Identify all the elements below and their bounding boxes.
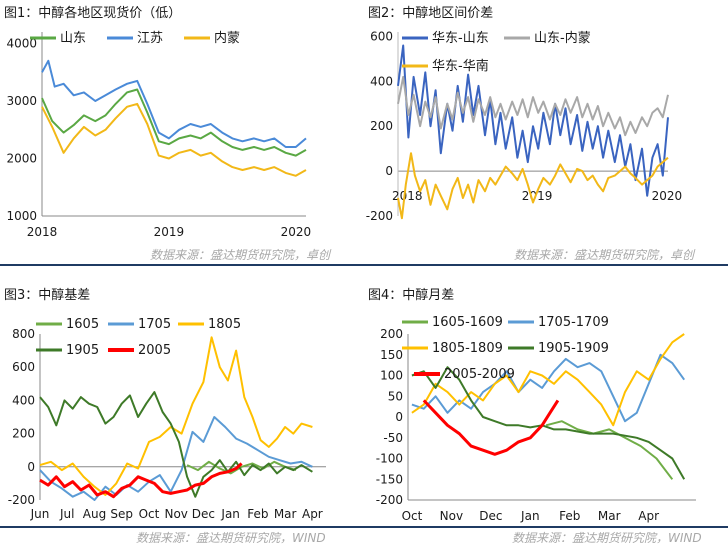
series-line-1905-1909 xyxy=(411,366,686,480)
series-line-series xyxy=(41,59,307,148)
x-tick-label: 2018 xyxy=(27,225,58,239)
y-tick-label: 200 xyxy=(370,119,393,133)
x-tick-label: Oct xyxy=(402,509,423,523)
legend-label: 1805-1809 xyxy=(432,341,503,356)
x-tick-label: Nov xyxy=(440,509,463,523)
series-line-1705 xyxy=(39,416,313,501)
x-tick-label: Mar xyxy=(274,507,297,521)
series-line-series xyxy=(397,75,669,137)
panel-2-title: 图2：中醇地区间价差 xyxy=(368,6,494,21)
y-tick-label: 4000 xyxy=(6,37,37,51)
x-tick-label: Jun xyxy=(30,507,50,521)
legend-label: 1905 xyxy=(66,343,99,358)
legend-label: 1705-1709 xyxy=(538,315,609,330)
x-tick-label: Feb xyxy=(559,509,580,523)
x-tick-label: Jul xyxy=(59,507,74,521)
x-tick-label: 2020 xyxy=(652,189,683,203)
legend-label: 内蒙 xyxy=(214,30,240,46)
series-line-2005-2009 xyxy=(422,399,560,456)
series-line-1705-1709 xyxy=(411,353,686,423)
series-line-1905 xyxy=(39,391,313,498)
legend-label: 1805 xyxy=(208,317,241,332)
panel-1-title: 图1：中醇各地区现货价（低） xyxy=(4,6,182,21)
chart-spot-price: 1000 2000 3000 4000 2018 2019 2020 山东 江苏 内蒙 xyxy=(6,30,312,239)
series-line-series xyxy=(397,152,669,220)
y-tick-label: -200 xyxy=(366,209,393,223)
legend-label: 华东-山东 xyxy=(432,31,489,46)
x-tick-label: Jan xyxy=(220,507,240,521)
panel-2-source: 数据来源：盛达期货研究院，卓创 xyxy=(514,248,695,262)
y-tick-label: -200 xyxy=(8,493,35,507)
series-line-1605 xyxy=(186,460,297,475)
y-tick-label: 600 xyxy=(12,360,35,374)
series-line-2005 xyxy=(39,462,243,499)
legend-label: 1605 xyxy=(66,317,99,332)
y-tick-label: 0 xyxy=(395,410,403,424)
y-tick-label: 800 xyxy=(12,327,35,341)
legend-label: 江苏 xyxy=(137,30,163,46)
y-tick-label: 200 xyxy=(380,327,403,341)
y-tick-label: -50 xyxy=(383,431,403,445)
y-tick-label: 200 xyxy=(12,427,35,441)
y-tick-label: 0 xyxy=(385,164,393,178)
y-tick-label: 150 xyxy=(380,348,403,362)
x-tick-label: Jan xyxy=(520,509,540,523)
y-tick-label: 400 xyxy=(12,393,35,407)
legend-label: 1605-1609 xyxy=(432,315,503,330)
x-tick-label: 2019 xyxy=(154,225,185,239)
y-tick-label: 0 xyxy=(27,460,35,474)
legend-label: 1905-1909 xyxy=(538,341,609,356)
panel-3-source: 数据来源：盛达期货研究院，WIND xyxy=(136,531,326,545)
y-tick-label: 600 xyxy=(370,29,393,43)
x-tick-label: Oct xyxy=(139,507,160,521)
x-tick-label: Mar xyxy=(598,509,621,523)
legend-label: 2005 xyxy=(138,343,171,358)
y-tick-label: 3000 xyxy=(6,94,37,108)
x-tick-label: Apr xyxy=(638,509,659,523)
x-tick-label: Feb xyxy=(247,507,268,521)
series-line-1805-1809 xyxy=(411,333,685,427)
x-tick-label: 2018 xyxy=(392,189,423,203)
y-tick-label: -100 xyxy=(376,452,403,466)
x-tick-label: Dec xyxy=(479,509,502,523)
y-tick-label: 2000 xyxy=(6,152,37,166)
y-tick-label: 100 xyxy=(380,369,403,383)
legend-label: 华东-华南 xyxy=(432,58,489,74)
y-tick-label: 400 xyxy=(370,74,393,88)
legend-label: 山东 xyxy=(60,31,86,46)
series-line-series xyxy=(41,88,307,157)
x-tick-label: Nov xyxy=(164,507,187,521)
x-tick-label: Dec xyxy=(192,507,215,521)
series-line-series xyxy=(397,44,669,197)
panel-1-source: 数据来源：盛达期货研究院，卓创 xyxy=(150,248,331,262)
x-tick-label: Aug xyxy=(83,507,106,521)
separator-top xyxy=(0,264,728,266)
y-tick-label: -200 xyxy=(376,493,403,507)
x-tick-label: Apr xyxy=(302,507,323,521)
y-tick-label: -150 xyxy=(376,472,403,486)
chart-month-spread: -200 -150 -100 -50 0 50 100 150 200 Oct Nov Dec Jan F… xyxy=(376,315,696,523)
separator-bottom xyxy=(0,526,728,528)
series-line-1805 xyxy=(39,336,313,496)
series-line-1605-1609 xyxy=(545,420,674,480)
series-line-series xyxy=(41,102,307,177)
legend-label: 山东-内蒙 xyxy=(534,30,591,46)
panel-3-title: 图3：中醇基差 xyxy=(4,288,91,303)
x-tick-label: 2020 xyxy=(281,225,312,239)
x-tick-label: Sep xyxy=(110,507,133,521)
legend-label: 2005-2009 xyxy=(444,367,515,382)
y-tick-label: 50 xyxy=(388,389,403,403)
chart-basis: -200 0 200 400 600 800 Jun Jul Aug Sep Oct Nov Dec Ja… xyxy=(8,317,326,521)
panel-4-title: 图4：中醇月差 xyxy=(368,288,455,303)
y-tick-label: 1000 xyxy=(6,209,37,223)
panel-4-source: 数据来源：盛达期货研究院，WIND xyxy=(512,531,702,545)
legend-label: 1705 xyxy=(138,317,171,332)
